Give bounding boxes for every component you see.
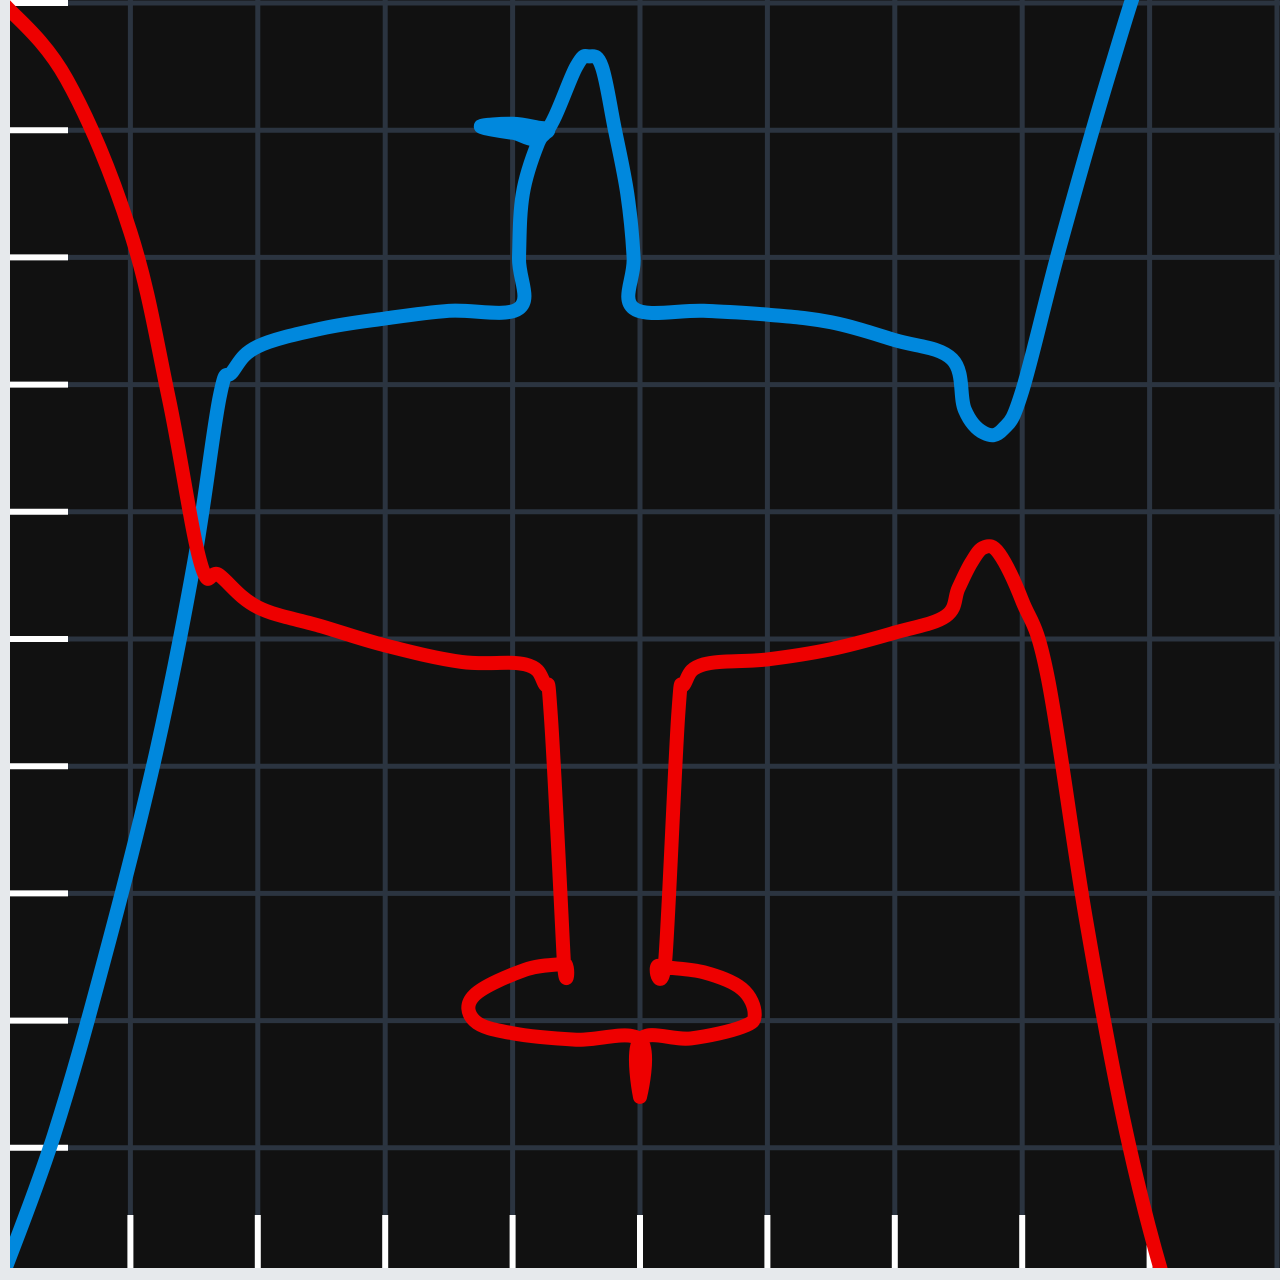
axis-frame-bottom xyxy=(0,1268,1280,1280)
series-lines xyxy=(0,0,1172,1280)
axis-frame-left xyxy=(0,0,10,1280)
series-line-0 xyxy=(0,0,1140,1280)
series-line-1 xyxy=(0,0,1172,1280)
